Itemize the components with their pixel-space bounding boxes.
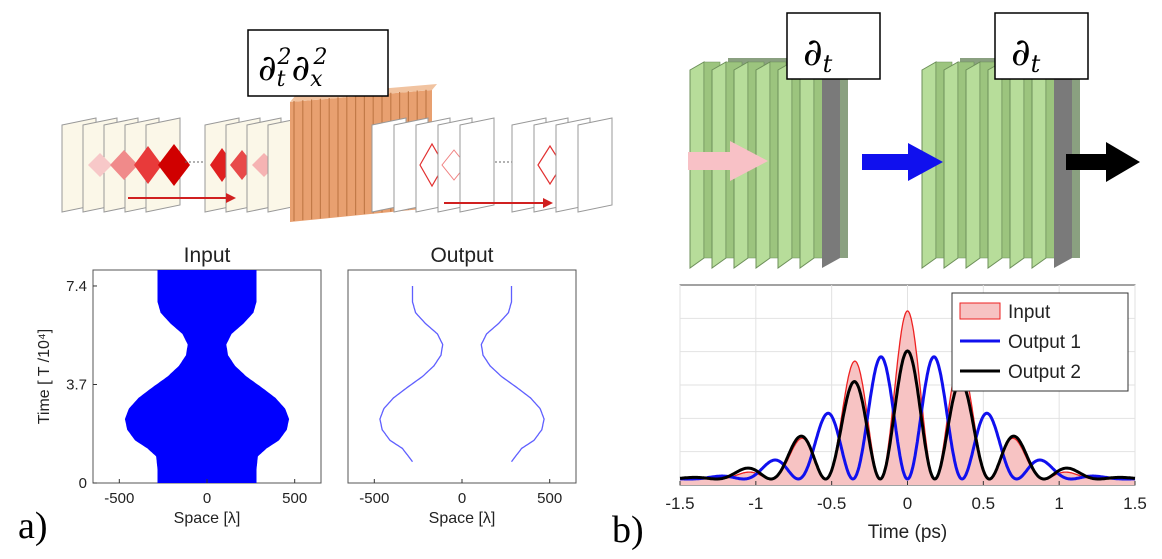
panel-a-schematic: ∂t2∂x2	[61, 29, 613, 222]
input-chart: -500 0 500 0 3.7 7.4 Input Space [λ] Time [ T /1…	[36, 244, 322, 527]
intermediate-pulse-arrow	[862, 143, 943, 181]
panel-a-label: a)	[18, 505, 48, 547]
operator-d1: ∂	[258, 48, 277, 89]
metasurface-fin	[987, 61, 1003, 269]
metasurface-fin	[1009, 61, 1025, 269]
svg-text:∂t2∂x2: ∂t2∂x2	[258, 45, 328, 92]
panel-b-label: b)	[612, 509, 644, 551]
x-tick-label: -1.5	[665, 494, 694, 513]
x-tick-label: 500	[537, 490, 562, 507]
y-tick-label: 7.4	[66, 278, 87, 295]
metasurface-1	[689, 58, 848, 269]
x-tick-label: 0.5	[972, 494, 996, 513]
output-frames	[371, 117, 613, 213]
metasurface-fin	[777, 61, 793, 269]
x-axis-label: Space [λ]	[429, 510, 496, 527]
operator-d2: ∂	[291, 48, 310, 89]
x-tick-label: -500	[359, 490, 389, 507]
legend-swatch-input	[959, 302, 1001, 320]
x-tick-label: 0	[203, 490, 211, 507]
output-title: Output	[430, 244, 493, 267]
operator-sub2: x	[310, 67, 323, 92]
metasurface-edge	[822, 62, 840, 268]
x-tick-label: 1	[1054, 494, 1063, 513]
operator-b2-d: ∂	[1011, 30, 1031, 74]
input-pulse-arrow	[688, 141, 768, 181]
output-curve-left	[379, 286, 444, 463]
output-chart: -500 0 500 Output Space [λ]	[347, 244, 577, 527]
x-tick-label: -1	[748, 494, 763, 513]
operator-b1-sub: t	[823, 50, 833, 78]
input-beam-fill	[124, 270, 290, 483]
operator-box-b1	[786, 12, 881, 80]
operator-sup1: 2	[276, 45, 291, 70]
metasurface-fin	[799, 61, 815, 269]
legend-label: Input	[1008, 302, 1051, 323]
x-tick-label: 0	[458, 490, 466, 507]
legend-label: Output 1	[1008, 332, 1081, 353]
operator-sup2: 2	[313, 45, 328, 70]
input-title: Input	[184, 244, 231, 267]
operator-b2-sub: t	[1031, 50, 1041, 78]
metasurface-2	[921, 58, 1080, 269]
x-axis-label: Space [λ]	[174, 510, 241, 527]
series-output-1-line	[680, 355, 1135, 481]
x-tick-label: 500	[282, 490, 307, 507]
metasurface-fin	[965, 61, 981, 269]
output-pulse-arrow	[1066, 142, 1140, 182]
metasurface-edge	[1054, 62, 1072, 268]
x-tick-label: -0.5	[817, 494, 846, 513]
y-tick-label: 3.7	[66, 376, 87, 393]
series-input-fill	[680, 311, 1135, 485]
output-curve-right	[480, 286, 545, 463]
output-plot-area	[347, 269, 577, 484]
y-tick-label: 0	[79, 475, 87, 492]
panel-b-schematic: ∂t ∂t	[688, 12, 1140, 269]
operator-sub1: t	[277, 67, 286, 92]
x-tick-label: 1.5	[1123, 494, 1147, 513]
y-axis-label: Time [ T /10⁴]	[36, 329, 53, 425]
x-tick-label: -500	[104, 490, 134, 507]
input-frames	[61, 117, 303, 213]
series-output-2-line	[679, 349, 1136, 481]
svg-text:∂t: ∂t	[1011, 30, 1041, 78]
legend: Input Output 1 Output 2	[951, 292, 1129, 392]
operator-box-b2	[994, 12, 1089, 80]
x-tick-label: 0	[903, 494, 912, 513]
operator-b1-d: ∂	[803, 30, 823, 74]
metasurface-fin	[1031, 61, 1047, 269]
metasurface-fin	[943, 61, 959, 269]
pulse-chart: -1.5 -1 -0.5 0 0.5 1 1.5 Time (ps) Input Output 1…	[665, 284, 1147, 543]
x-axis-label: Time (ps)	[868, 522, 948, 543]
operator-box-a	[247, 29, 389, 97]
svg-text:∂t: ∂t	[803, 30, 833, 78]
legend-label: Output 2	[1008, 362, 1081, 383]
